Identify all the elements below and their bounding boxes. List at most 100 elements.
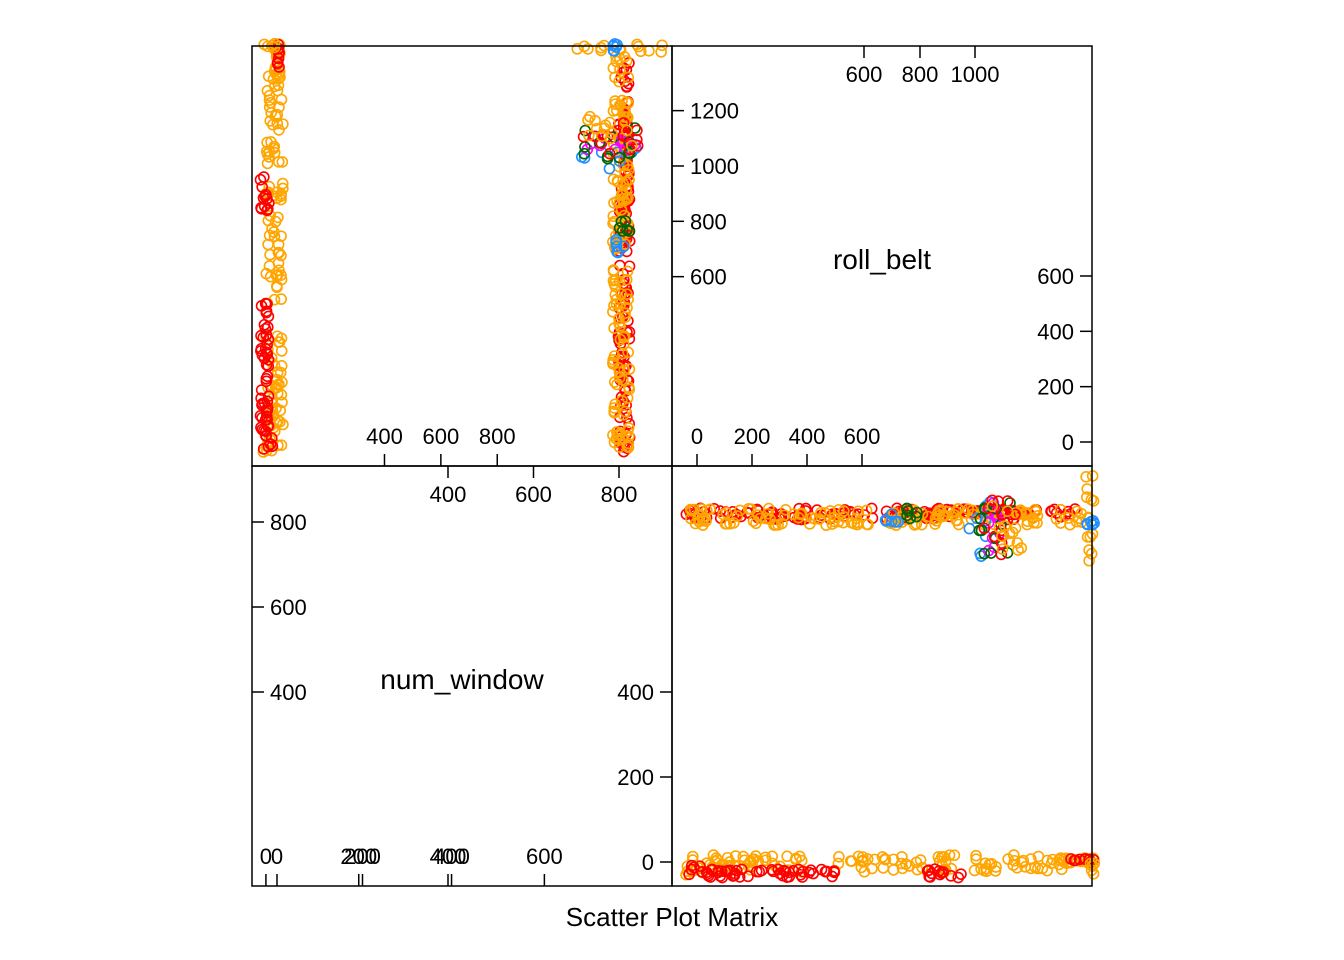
tick-top-roll-belt-600-label: 600: [422, 424, 459, 449]
point-tl-1-33: [275, 230, 287, 242]
point-br-17-2: [986, 500, 999, 512]
point-tl-2-33: [264, 97, 277, 109]
point-tl-21-5: [268, 41, 281, 54]
point-br-12-110: [695, 503, 708, 515]
point-br-12-120: [815, 506, 827, 519]
point-br-7-40: [807, 867, 820, 880]
point-tl-1-36: [272, 246, 285, 259]
point-tl-2-6: [272, 156, 285, 168]
point-tl-16-12: [577, 130, 590, 143]
point-br-16-6: [1009, 508, 1021, 521]
point-br-12-70: [826, 518, 839, 530]
point-br-1-19: [855, 861, 868, 874]
point-tl-2-14: [276, 156, 289, 168]
point-br-12-96: [701, 504, 713, 517]
point-br-12-119: [1029, 503, 1041, 516]
point-br-19-4: [910, 510, 923, 523]
tick-tr-right-0-label: 0: [1062, 430, 1074, 455]
point-tl-12-106: [608, 197, 620, 209]
point-br-2-6: [970, 853, 982, 866]
point-br-12-141: [745, 503, 757, 515]
point-br-8-6: [923, 870, 935, 883]
point-br-12-115: [787, 508, 800, 521]
point-tl-2-26: [267, 118, 279, 131]
point-br-17-10: [1015, 542, 1028, 554]
point-br-12-138: [1070, 515, 1083, 528]
point-br-12-127: [1028, 517, 1040, 529]
point-br-12-26: [724, 517, 736, 530]
point-tl-11-82: [623, 417, 635, 430]
point-br-12-41: [845, 516, 858, 529]
point-br-7-22: [712, 864, 725, 877]
point-br-7-41: [767, 865, 780, 878]
point-tl-12-120: [619, 311, 632, 323]
point-br-9-6: [696, 866, 709, 878]
tick-bl-top-600-label: 600: [515, 482, 552, 507]
point-tl-8-12: [263, 197, 275, 209]
point-tl-8-7: [254, 173, 267, 186]
point-tl-12-41: [609, 280, 622, 293]
point-br-7-42: [750, 865, 763, 878]
point-tl-5-5: [582, 43, 594, 55]
point-tl-12-128: [610, 298, 623, 310]
point-tl-12-139: [608, 350, 621, 362]
point-tl-8-10: [258, 171, 270, 183]
point-br-0-33: [759, 851, 772, 864]
point-br-19-3: [901, 502, 913, 515]
point-br-16-5: [995, 537, 1008, 549]
tick-top-roll-belt-800-label: 800: [479, 424, 516, 449]
point-br-1-37: [866, 862, 878, 875]
point-tl-17-7: [583, 129, 595, 142]
tick-br-x-200-label: 200: [340, 844, 377, 869]
point-tl-19-5: [619, 215, 632, 227]
point-br-12-133: [754, 512, 766, 525]
point-tl-19-1: [613, 222, 626, 234]
point-tl-16-11: [595, 137, 608, 150]
point-tl-17-1: [621, 124, 633, 137]
tick-tr-top-800-label: 800: [902, 62, 939, 87]
point-tl-18-4: [610, 240, 623, 253]
point-tl-12-94: [614, 52, 626, 65]
point-tl-1-34: [266, 222, 278, 235]
point-br-15-4: [978, 547, 991, 560]
tick-bl-top-400-label: 400: [430, 482, 467, 507]
tick-tr-bottom-600-label: 600: [844, 424, 881, 449]
point-br-5-5: [1083, 544, 1095, 556]
point-tl-12-77: [623, 363, 636, 376]
point-br-16-11: [988, 530, 1001, 543]
tick-bl-left-400-label: 400: [270, 680, 307, 705]
point-br-2-3: [1017, 854, 1030, 867]
point-tl-1-31: [275, 249, 287, 262]
point-tl-2-3: [271, 108, 284, 121]
point-tl-12-141: [623, 381, 635, 393]
point-tl-8-11: [261, 204, 273, 217]
point-tl-12-146: [613, 75, 625, 88]
point-tl-6-5: [631, 38, 643, 51]
point-tl-1-37: [263, 260, 276, 272]
point-br-7-37: [729, 867, 741, 880]
tick-bl-right-200-label: 200: [617, 765, 654, 790]
point-br-12-83: [860, 504, 873, 517]
point-tl-7-45: [260, 346, 273, 359]
point-tl-7-24: [261, 370, 274, 383]
point-br-12-77: [762, 502, 775, 515]
point-tl-12-63: [607, 210, 620, 223]
axes-layer: 400 600 800 600 800 1000 0 200 400 600 600 800 1000 1…: [252, 46, 1092, 886]
point-tl-10-6: [273, 61, 285, 73]
point-tl-15-4: [578, 147, 591, 160]
point-br-1-42: [895, 857, 908, 870]
point-tl-7-37: [258, 397, 271, 409]
point-tl-0-12: [275, 360, 288, 372]
point-tl-6-4: [655, 46, 667, 58]
point-tl-12-3: [622, 71, 635, 84]
point-br-20-5: [1088, 517, 1100, 529]
tick-tr-right-600-label: 600: [1037, 264, 1074, 289]
point-br-7-45: [779, 865, 792, 878]
point-br-12-146: [1050, 513, 1063, 525]
point-tl-1-41: [271, 281, 283, 294]
point-tl-12-126: [610, 293, 623, 306]
point-br-12-128: [828, 515, 840, 528]
point-br-16-8: [995, 505, 1008, 517]
point-br-17-6: [993, 521, 1006, 534]
